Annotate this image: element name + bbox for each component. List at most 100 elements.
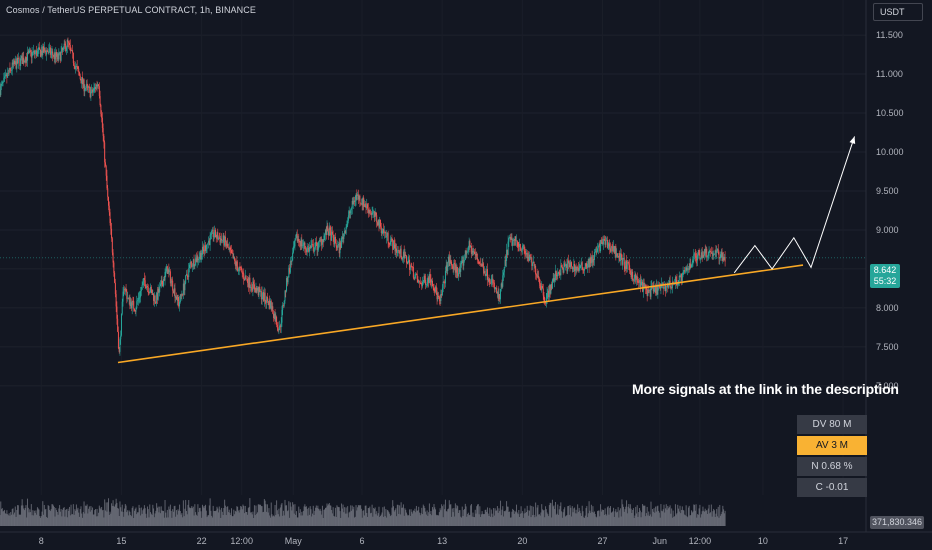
volume-bar (486, 511, 488, 526)
candle-body (412, 266, 414, 268)
candle-body (400, 248, 402, 259)
candle-body (404, 254, 406, 258)
volume-bar (714, 516, 716, 526)
volume-bar (507, 506, 509, 526)
volume-bar (377, 513, 379, 526)
volume-bar (471, 516, 473, 526)
candle-body (717, 248, 719, 252)
volume-bar (520, 506, 522, 526)
volume-bar (358, 505, 360, 526)
volume-bar (439, 508, 441, 526)
volume-bar (115, 498, 117, 526)
candle-body (620, 253, 622, 255)
volume-bar (59, 505, 61, 526)
volume-bar (260, 504, 262, 526)
candle-body (389, 244, 391, 245)
volume-bar (137, 512, 139, 526)
volume-bar (598, 510, 600, 526)
candle-body (130, 302, 132, 306)
volume-bar (73, 514, 75, 526)
volume-bar (139, 508, 141, 526)
candle-body (7, 72, 9, 78)
volume-bar (289, 502, 291, 526)
candle-body (423, 276, 425, 282)
volume-bar (242, 504, 244, 526)
volume-bar (577, 504, 579, 526)
currency-button[interactable]: USDT (873, 3, 923, 21)
volume-bar (506, 506, 508, 526)
candle-body (37, 49, 39, 52)
candle-body (503, 267, 505, 273)
candle-body (242, 273, 244, 274)
volume-bar (441, 504, 443, 526)
time-tick-label: 10 (758, 536, 768, 546)
candle-body (81, 77, 83, 84)
volume-bar (679, 505, 681, 526)
candle-body (295, 233, 297, 239)
volume-bar (302, 511, 304, 526)
volume-bar (175, 516, 177, 526)
candle-body (369, 209, 371, 213)
candle-body (639, 280, 641, 283)
candle-body (435, 286, 437, 294)
candle-body (473, 251, 475, 253)
candle-body (45, 51, 47, 55)
volume-bar (703, 510, 705, 526)
volume-bar (66, 517, 68, 526)
candle-body (500, 283, 502, 289)
volume-bar (700, 514, 702, 526)
candle-body (650, 286, 652, 297)
volume-bar (498, 508, 500, 526)
candle-body (519, 244, 521, 250)
candle-body (706, 248, 708, 258)
candle-body (532, 263, 534, 266)
volume-bar (95, 509, 97, 526)
volume-bar (114, 504, 116, 526)
volume-bar (697, 514, 699, 526)
time-tick-label: 8 (39, 536, 44, 546)
candle-body (227, 247, 229, 248)
volume-bar (221, 507, 223, 526)
candle-body (368, 209, 370, 213)
candle-body (316, 242, 318, 251)
candle-body (85, 88, 87, 90)
candle-body (87, 85, 89, 88)
candle-body (562, 268, 564, 273)
volume-bar (601, 509, 603, 526)
volume-bar (665, 504, 667, 526)
candle-body (123, 288, 125, 292)
volume-bar (302, 515, 304, 526)
volume-bar (104, 510, 106, 526)
candle-body (21, 56, 23, 64)
candle-body (198, 258, 200, 261)
volume-bar (551, 499, 553, 526)
candle-body (234, 256, 236, 261)
volume-bar (700, 517, 702, 526)
candle-body (112, 252, 114, 263)
volume-bar (526, 505, 528, 526)
candle-body (367, 204, 369, 209)
volume-bar (504, 511, 506, 526)
volume-bar (493, 508, 495, 526)
candle-body (603, 238, 605, 241)
candle-body (109, 212, 111, 223)
volume-bar (308, 514, 310, 526)
volume-bar (51, 504, 53, 526)
candle-body (495, 288, 497, 289)
volume-bar (482, 513, 484, 526)
candle-body (433, 288, 435, 292)
volume-bar (548, 516, 550, 526)
candle-body (624, 266, 626, 270)
candle-body (412, 266, 414, 278)
volume-bar (146, 517, 148, 526)
volume-bar (392, 506, 394, 526)
candle-body (243, 273, 245, 279)
volume-bar (159, 506, 161, 526)
candle-body (613, 245, 615, 252)
candle-body (546, 293, 548, 298)
candle-body (655, 285, 657, 293)
candle-body (318, 241, 320, 249)
candle-body (708, 251, 710, 256)
candle-body (344, 230, 346, 234)
